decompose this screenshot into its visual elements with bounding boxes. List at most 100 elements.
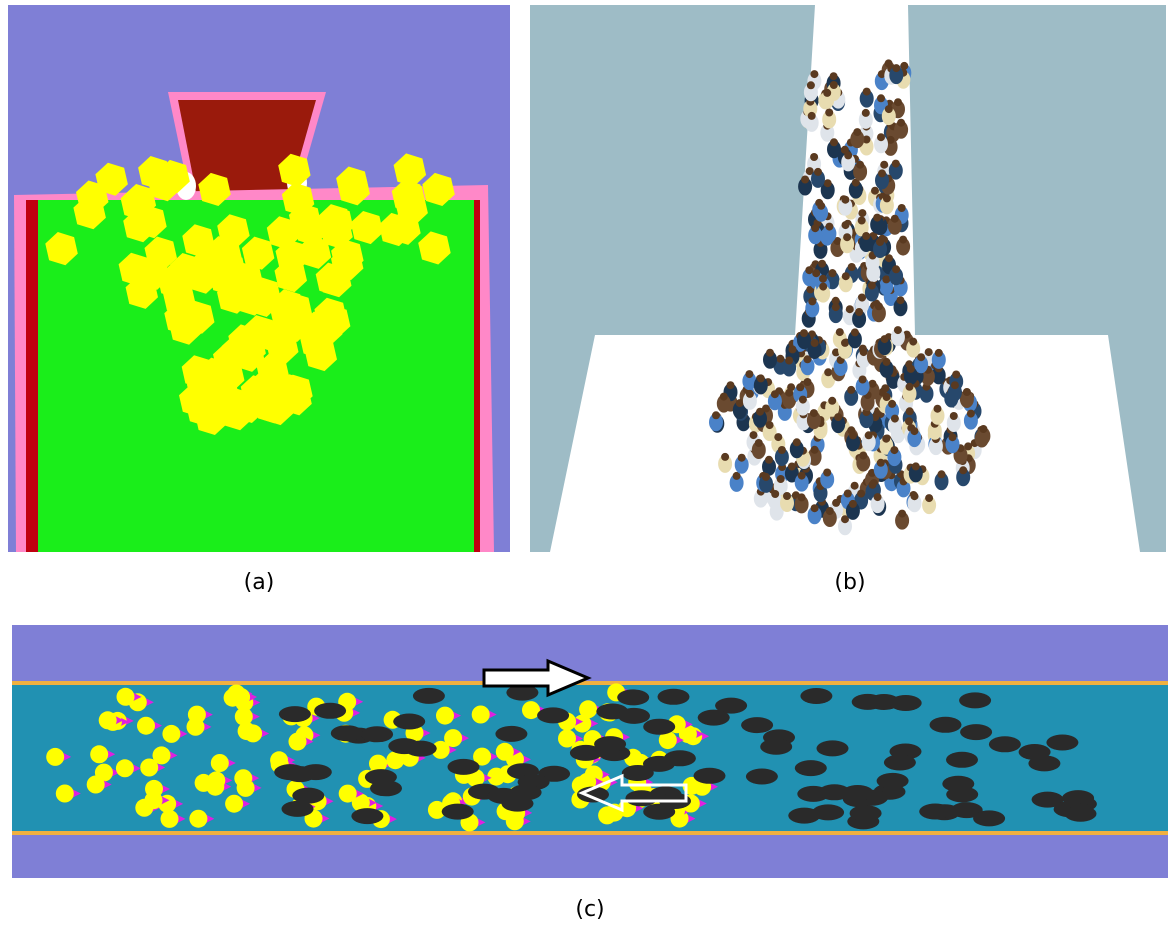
agent (211, 754, 229, 772)
agent-dark (989, 736, 1021, 752)
head (811, 339, 819, 347)
agent-dark (817, 740, 849, 756)
head (810, 153, 818, 161)
agent-dark (698, 710, 730, 726)
agent (472, 706, 490, 724)
agent (137, 717, 155, 735)
head (808, 297, 816, 305)
agent (145, 791, 163, 809)
head (807, 81, 815, 89)
head (891, 215, 899, 223)
head (819, 283, 827, 291)
head (801, 176, 809, 184)
head (818, 260, 826, 268)
head (846, 305, 854, 313)
agent-dark (877, 773, 909, 789)
agent-dark (746, 769, 778, 785)
figure: (a) (b) (c) (0, 0, 1169, 927)
agent-dark (852, 694, 884, 710)
agent (207, 771, 225, 789)
agent-dark (370, 780, 402, 796)
head (858, 217, 866, 225)
agent (579, 700, 597, 718)
agent (234, 769, 252, 787)
head (823, 89, 831, 97)
head (849, 431, 857, 439)
head (836, 328, 844, 336)
agent (140, 759, 158, 777)
agent (235, 708, 253, 726)
head (885, 105, 893, 113)
panel-label: (c) (575, 897, 604, 922)
agent-dark (973, 810, 1005, 826)
head (856, 161, 864, 169)
agent-dark (884, 755, 916, 771)
agent-dark (537, 707, 569, 723)
head (863, 88, 871, 96)
head (814, 168, 822, 176)
agent-dark (1028, 755, 1060, 771)
agent (232, 688, 250, 706)
head (830, 138, 838, 146)
head (776, 355, 784, 363)
head (812, 269, 820, 277)
head (811, 504, 819, 512)
head (857, 490, 865, 498)
head (811, 224, 819, 232)
head (874, 493, 882, 501)
agent (117, 688, 135, 706)
head (938, 470, 946, 478)
head (910, 427, 918, 435)
head (847, 386, 855, 394)
head (869, 380, 877, 388)
agent-dark (279, 706, 311, 722)
panel-label: (b) (834, 570, 865, 595)
head (894, 98, 902, 106)
head (892, 265, 900, 273)
head (898, 204, 906, 212)
head (757, 374, 765, 382)
agent (339, 785, 357, 803)
head (875, 302, 883, 310)
head (788, 463, 796, 471)
head (935, 349, 943, 357)
panel-label: (a) (244, 570, 275, 595)
agent (189, 810, 207, 828)
head (745, 370, 753, 378)
agent (90, 745, 108, 763)
head (777, 475, 785, 483)
head (859, 376, 867, 384)
agent (244, 724, 262, 742)
agent-dark (812, 804, 844, 820)
head (979, 425, 987, 433)
head (877, 94, 885, 102)
head (859, 452, 867, 460)
agent (56, 785, 74, 803)
agent (162, 725, 180, 743)
head (808, 112, 816, 120)
agent-dark (351, 808, 383, 824)
head (873, 214, 881, 222)
head (883, 393, 891, 401)
head (804, 378, 812, 386)
head (869, 481, 877, 489)
head (851, 328, 859, 336)
head (810, 70, 818, 78)
head (829, 269, 837, 277)
agent-dark (618, 708, 650, 724)
head (871, 187, 879, 195)
agent-dark (314, 703, 346, 719)
panel-c: (c) (12, 625, 1168, 922)
agent-dark (617, 689, 649, 705)
agent-dark (495, 726, 527, 742)
head (891, 415, 899, 423)
head (755, 439, 763, 447)
head (762, 473, 770, 481)
head (720, 393, 728, 401)
head (898, 510, 906, 518)
agent-dark (694, 768, 726, 784)
head (799, 396, 807, 404)
head (959, 466, 967, 474)
head (766, 349, 774, 357)
head (746, 390, 754, 398)
